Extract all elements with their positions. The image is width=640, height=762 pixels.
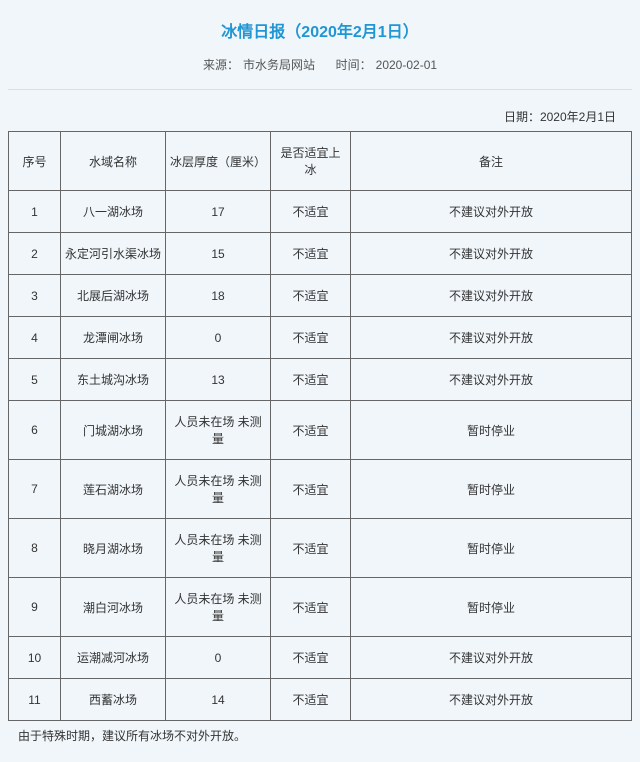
cell-suitable: 不适宜 (271, 637, 351, 679)
cell-idx: 1 (9, 191, 61, 233)
cell-name: 东土城沟冰场 (61, 359, 166, 401)
cell-idx: 4 (9, 317, 61, 359)
time-value: 2020-02-01 (376, 58, 437, 72)
cell-thickness: 17 (166, 191, 271, 233)
table-row: 5东土城沟冰场13不适宜不建议对外开放 (9, 359, 632, 401)
col-header-name: 水域名称 (61, 132, 166, 191)
cell-suitable: 不适宜 (271, 679, 351, 721)
cell-thickness: 18 (166, 275, 271, 317)
cell-suitable: 不适宜 (271, 191, 351, 233)
table-row: 10运潮减河冰场0不适宜不建议对外开放 (9, 637, 632, 679)
table-row: 6门城湖冰场人员未在场 未测量不适宜暂时停业 (9, 401, 632, 460)
cell-name: 西蓄冰场 (61, 679, 166, 721)
cell-idx: 5 (9, 359, 61, 401)
cell-name: 北展后湖冰场 (61, 275, 166, 317)
cell-idx: 10 (9, 637, 61, 679)
cell-idx: 6 (9, 401, 61, 460)
cell-thickness: 15 (166, 233, 271, 275)
col-header-idx: 序号 (9, 132, 61, 191)
cell-thickness: 0 (166, 637, 271, 679)
cell-suitable: 不适宜 (271, 460, 351, 519)
cell-name: 晓月湖冰场 (61, 519, 166, 578)
cell-name: 门城湖冰场 (61, 401, 166, 460)
cell-note: 不建议对外开放 (351, 191, 632, 233)
page-title: 冰情日报（2020年2月1日） (8, 18, 632, 42)
cell-name: 永定河引水渠冰场 (61, 233, 166, 275)
cell-note: 不建议对外开放 (351, 317, 632, 359)
cell-name: 运潮减河冰场 (61, 637, 166, 679)
ice-report-table: 序号 水域名称 冰层厚度（厘米） 是否适宜上冰 备注 1八一湖冰场17不适宜不建… (8, 131, 632, 721)
cell-note: 暂时停业 (351, 460, 632, 519)
col-header-note: 备注 (351, 132, 632, 191)
cell-idx: 11 (9, 679, 61, 721)
cell-thickness: 人员未在场 未测量 (166, 578, 271, 637)
table-row: 1八一湖冰场17不适宜不建议对外开放 (9, 191, 632, 233)
table-row: 9潮白河冰场人员未在场 未测量不适宜暂时停业 (9, 578, 632, 637)
cell-thickness: 0 (166, 317, 271, 359)
cell-name: 龙潭闸冰场 (61, 317, 166, 359)
cell-note: 不建议对外开放 (351, 679, 632, 721)
cell-idx: 8 (9, 519, 61, 578)
table-row: 3北展后湖冰场18不适宜不建议对外开放 (9, 275, 632, 317)
cell-note: 不建议对外开放 (351, 359, 632, 401)
cell-thickness: 人员未在场 未测量 (166, 401, 271, 460)
source-value: 市水务局网站 (243, 58, 315, 72)
cell-name: 八一湖冰场 (61, 191, 166, 233)
source-label: 来源： (203, 58, 239, 72)
time-label: 时间： (336, 58, 372, 72)
cell-suitable: 不适宜 (271, 519, 351, 578)
table-header-row: 序号 水域名称 冰层厚度（厘米） 是否适宜上冰 备注 (9, 132, 632, 191)
cell-idx: 9 (9, 578, 61, 637)
cell-name: 莲石湖冰场 (61, 460, 166, 519)
cell-note: 暂时停业 (351, 578, 632, 637)
cell-thickness: 人员未在场 未测量 (166, 519, 271, 578)
cell-name: 潮白河冰场 (61, 578, 166, 637)
table-row: 8晓月湖冰场人员未在场 未测量不适宜暂时停业 (9, 519, 632, 578)
table-row: 2永定河引水渠冰场15不适宜不建议对外开放 (9, 233, 632, 275)
cell-note: 不建议对外开放 (351, 233, 632, 275)
cell-suitable: 不适宜 (271, 317, 351, 359)
cell-note: 暂时停业 (351, 401, 632, 460)
cell-note: 暂时停业 (351, 519, 632, 578)
col-header-suitable: 是否适宜上冰 (271, 132, 351, 191)
table-row: 4龙潭闸冰场0不适宜不建议对外开放 (9, 317, 632, 359)
cell-idx: 2 (9, 233, 61, 275)
footnote: 由于特殊时期，建议所有冰场不对外开放。 (8, 727, 632, 744)
cell-suitable: 不适宜 (271, 233, 351, 275)
cell-thickness: 人员未在场 未测量 (166, 460, 271, 519)
col-header-thickness: 冰层厚度（厘米） (166, 132, 271, 191)
cell-suitable: 不适宜 (271, 401, 351, 460)
cell-idx: 3 (9, 275, 61, 317)
cell-suitable: 不适宜 (271, 578, 351, 637)
cell-thickness: 13 (166, 359, 271, 401)
meta-line: 来源： 市水务局网站 时间： 2020-02-01 (8, 56, 632, 90)
table-row: 7莲石湖冰场人员未在场 未测量不适宜暂时停业 (9, 460, 632, 519)
cell-suitable: 不适宜 (271, 275, 351, 317)
cell-idx: 7 (9, 460, 61, 519)
cell-thickness: 14 (166, 679, 271, 721)
cell-note: 不建议对外开放 (351, 637, 632, 679)
table-row: 11西蓄冰场14不适宜不建议对外开放 (9, 679, 632, 721)
cell-note: 不建议对外开放 (351, 275, 632, 317)
date-line: 日期：2020年2月1日 (8, 108, 632, 125)
cell-suitable: 不适宜 (271, 359, 351, 401)
